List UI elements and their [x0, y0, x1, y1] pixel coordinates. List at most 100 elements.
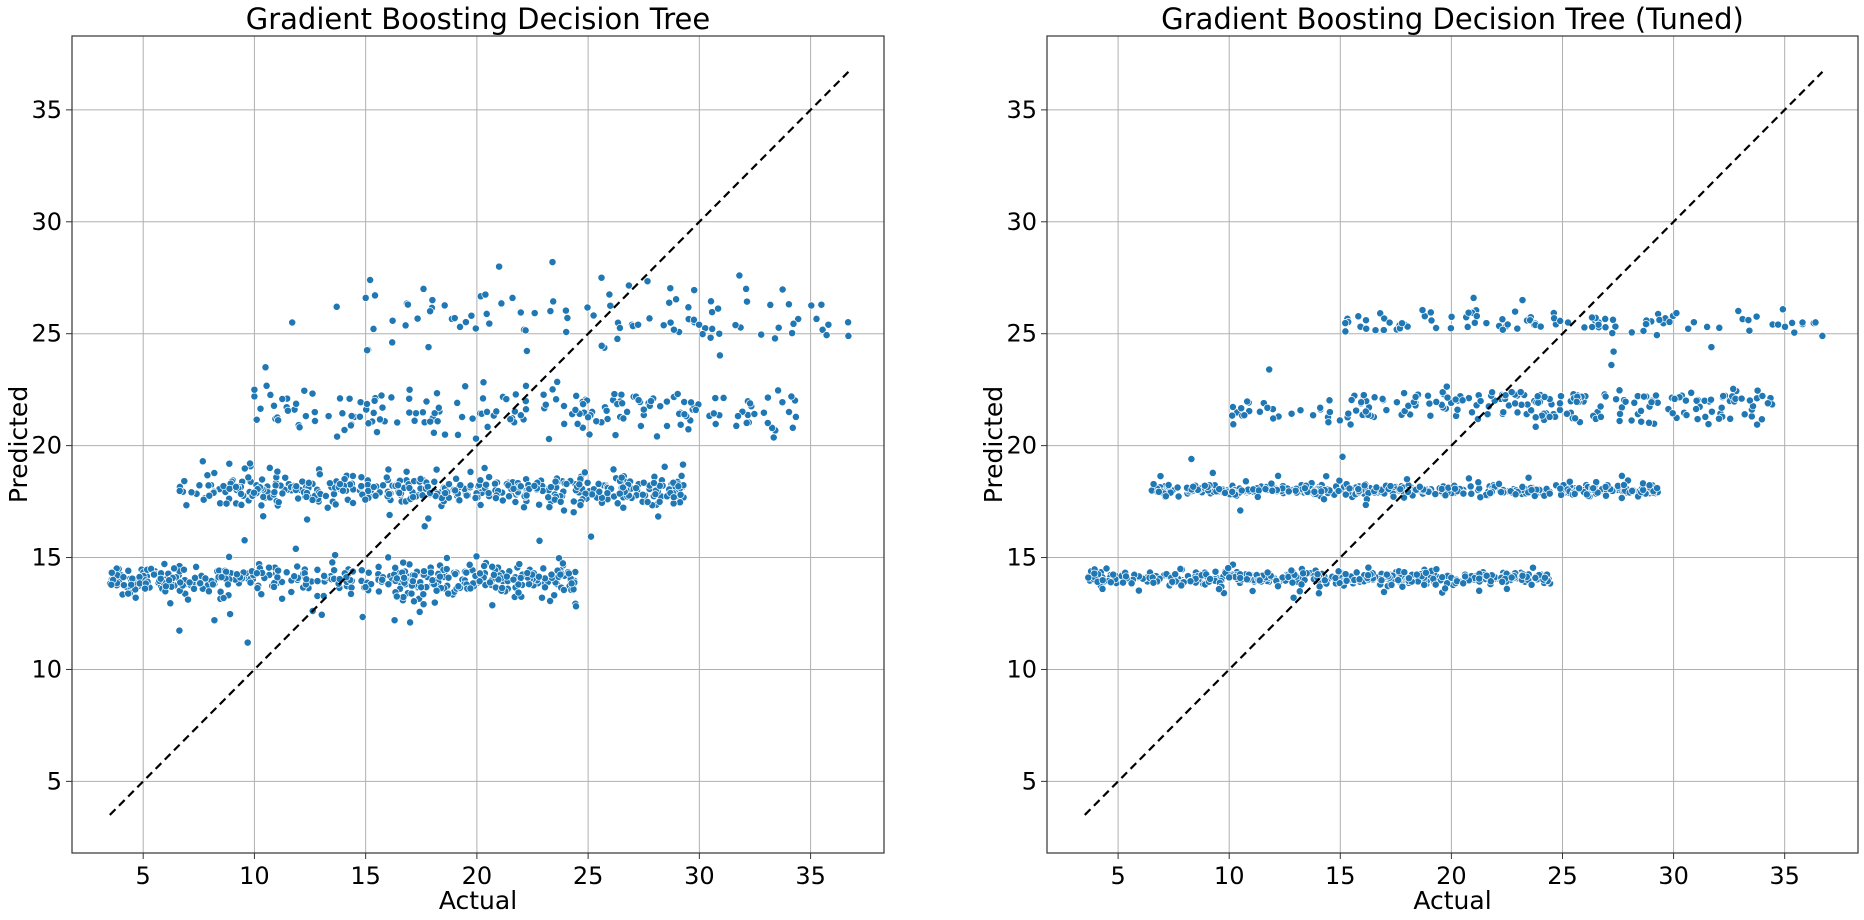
scatter-point	[1446, 324, 1455, 333]
scatter-point	[1208, 468, 1217, 477]
scatter-point	[455, 496, 464, 505]
scatter-point	[1513, 324, 1522, 333]
scatter-point	[560, 419, 569, 428]
scatter-point	[498, 496, 507, 505]
scatter-point	[1518, 571, 1527, 580]
scatter-point	[522, 381, 530, 390]
scatter-point	[1545, 489, 1554, 498]
scatter-point	[575, 480, 584, 489]
scatter-point	[429, 428, 438, 437]
scatter-point	[304, 478, 313, 487]
scatter-point	[262, 381, 271, 390]
scatter-point	[1524, 473, 1533, 482]
scatter-point	[1737, 394, 1746, 403]
scatter-point	[210, 469, 219, 477]
scatter-point	[150, 570, 158, 579]
scatter-point	[763, 393, 772, 402]
scatter-point	[1341, 570, 1350, 579]
scatter-point	[392, 574, 401, 583]
scatter-point	[107, 580, 116, 589]
scatter-point	[1665, 317, 1674, 326]
y-tick-label: 20	[1006, 432, 1037, 460]
scatter-point	[617, 473, 626, 482]
scatter-point	[1459, 579, 1468, 588]
scatter-point	[579, 400, 588, 409]
scatter-point	[560, 506, 568, 515]
scatter-point	[1468, 408, 1476, 417]
scatter-point	[278, 594, 287, 603]
scatter-point	[270, 582, 278, 591]
scatter-point	[1396, 485, 1405, 494]
scatter-point	[1261, 485, 1270, 494]
scatter-point	[424, 343, 433, 352]
scatter-point	[1752, 312, 1761, 321]
scatter-point	[636, 422, 645, 430]
scatter-point	[1601, 323, 1610, 332]
scatter-point	[1284, 487, 1293, 496]
scatter-point	[259, 512, 268, 521]
y-tick-label: 5	[47, 767, 62, 795]
scatter-point	[1424, 391, 1432, 400]
scatter-point	[1084, 573, 1093, 582]
scatter-point	[669, 325, 678, 334]
scatter-point	[170, 564, 179, 573]
scatter-point	[1098, 576, 1107, 585]
scatter-point	[274, 416, 283, 425]
scatter-point	[1483, 410, 1492, 419]
scatter-point	[1394, 576, 1403, 585]
scatter-point	[1617, 494, 1626, 502]
scatter-point	[274, 566, 283, 575]
scatter-point	[632, 484, 641, 493]
scatter-point	[471, 493, 480, 502]
scatter-point	[645, 314, 654, 323]
scatter-point	[468, 414, 477, 423]
scatter-point	[498, 584, 507, 592]
scatter-point	[1200, 481, 1209, 490]
scatter-point	[325, 479, 334, 488]
scatter-point	[1378, 394, 1387, 403]
scatter-point	[237, 489, 245, 498]
scatter-point	[1545, 412, 1554, 421]
scatter-point	[585, 430, 594, 439]
scatter-point	[282, 568, 291, 577]
scatter-point	[502, 395, 511, 404]
scatter-point	[547, 570, 556, 579]
scatter-point	[1575, 484, 1584, 493]
scatter-point	[323, 503, 332, 512]
scatter-point	[179, 565, 188, 574]
scatter-point	[1495, 479, 1503, 488]
scatter-points	[1084, 293, 1827, 602]
scatter-point	[1432, 565, 1441, 574]
scatter-point	[1331, 574, 1340, 582]
scatter-point	[1530, 492, 1539, 500]
scatter-point	[405, 484, 414, 492]
scatter-point	[1403, 475, 1411, 484]
scatter-point	[552, 395, 561, 404]
scatter-point	[331, 500, 340, 509]
scatter-point	[768, 423, 777, 432]
y-tick-label: 25	[1006, 320, 1037, 348]
scatter-point	[371, 291, 379, 300]
scatter-point	[1692, 396, 1701, 405]
scatter-point	[551, 477, 560, 486]
scatter-point	[715, 351, 724, 360]
scatter-point	[774, 386, 783, 395]
scatter-point	[1781, 322, 1789, 331]
scatter-point	[673, 390, 682, 398]
scatter-point	[483, 407, 491, 416]
scatter-point	[516, 308, 525, 317]
scatter-point	[415, 607, 424, 616]
scatter-point	[1269, 414, 1278, 423]
scatter-point	[462, 568, 471, 577]
scatter-point	[281, 473, 290, 482]
scatter-point	[1570, 489, 1579, 498]
scatter-point	[311, 417, 319, 425]
x-tick-label: 20	[1436, 862, 1467, 890]
scatter-point	[1431, 580, 1440, 589]
scatter-point	[1370, 393, 1379, 402]
scatter-point	[1300, 484, 1309, 493]
scatter-point	[706, 333, 715, 342]
scatter-point	[271, 481, 280, 490]
scatter-point	[746, 399, 755, 408]
scatter-point	[1540, 392, 1549, 401]
